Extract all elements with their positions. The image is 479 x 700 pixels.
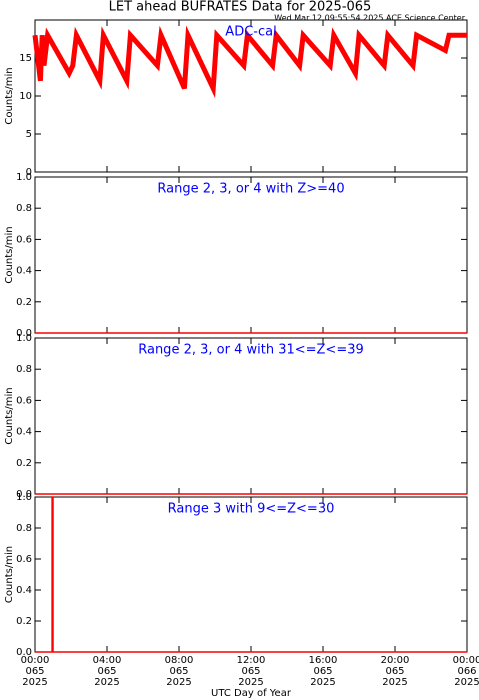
x-tick-label: 065 xyxy=(313,666,332,677)
x-tick-label: 04:00 xyxy=(93,655,122,666)
x-axis-label: UTC Day of Year xyxy=(211,688,292,699)
y-tick-label: 0.6 xyxy=(16,234,32,245)
x-tick-label: 2025 xyxy=(382,677,407,688)
annotation: Range 2, 3, or 4 with 31<=Z<=39 xyxy=(138,343,364,358)
y-tick-label: 1.0 xyxy=(16,172,32,183)
y-tick-label: 0.4 xyxy=(16,427,32,438)
annotation: Range 3 with 9<=Z<=30 xyxy=(168,502,335,517)
y-tick-label: 0.0 xyxy=(16,647,32,658)
y-tick-label: 0.2 xyxy=(16,297,32,308)
y-tick-label: 0.8 xyxy=(16,523,32,534)
y-tick-label: 0.4 xyxy=(16,266,32,277)
plot-frame xyxy=(34,176,468,334)
x-tick-label: 00:00 xyxy=(453,655,479,666)
x-tick-label: 066 xyxy=(457,666,476,677)
x-tick-label: 2025 xyxy=(94,677,119,688)
y-tick-label: 0.2 xyxy=(16,616,32,627)
y-axis-label: Counts/min xyxy=(4,226,15,283)
x-tick-label: 20:00 xyxy=(381,655,410,666)
x-tick-label: 065 xyxy=(169,666,188,677)
y-axis-label: Counts/min xyxy=(4,67,15,124)
y-tick-label: 0.6 xyxy=(16,395,32,406)
x-tick-label: 2025 xyxy=(22,677,47,688)
x-tick-label: 065 xyxy=(385,666,404,677)
y-tick-label: 0 xyxy=(26,167,32,178)
y-tick-label: 0.0 xyxy=(16,328,32,339)
x-tick-label: 065 xyxy=(241,666,260,677)
y-tick-label: 0.8 xyxy=(16,203,32,214)
y-tick-label: 0.4 xyxy=(16,585,32,596)
x-tick-label: 2025 xyxy=(310,677,335,688)
data-line xyxy=(35,496,467,653)
plot-frame xyxy=(34,337,468,495)
y-tick-label: 0.6 xyxy=(16,554,32,565)
y-tick-label: 5 xyxy=(26,129,32,140)
y-tick-label: 10 xyxy=(19,91,32,102)
x-tick-label: 00:00 xyxy=(21,655,50,666)
x-tick-label: 16:00 xyxy=(309,655,338,666)
y-axis-label: Counts/min xyxy=(4,387,15,444)
y-tick-label: 0.0 xyxy=(16,489,32,500)
y-tick-label: 1.0 xyxy=(16,333,32,344)
x-tick-label: 065 xyxy=(97,666,116,677)
y-tick-label: 1.0 xyxy=(16,492,32,503)
y-tick-label: 0.8 xyxy=(16,364,32,375)
x-tick-label: 08:00 xyxy=(165,655,194,666)
x-tick-label: 2025 xyxy=(454,677,479,688)
annotation: Range 2, 3, or 4 with Z>=40 xyxy=(157,182,344,197)
y-tick-label: 15 xyxy=(19,53,32,64)
chart-subtitle: Wed Mar 12 09:55:54 2025 ACE Science Cen… xyxy=(274,14,465,23)
annotation: ADC-cal xyxy=(225,25,276,40)
plot-frame xyxy=(34,496,468,653)
x-tick-label: 065 xyxy=(25,666,44,677)
x-tick-label: 12:00 xyxy=(237,655,266,666)
y-tick-label: 0.2 xyxy=(16,458,32,469)
y-axis-label: Counts/min xyxy=(4,546,15,603)
data-line xyxy=(32,25,467,99)
x-tick-label: 2025 xyxy=(238,677,263,688)
x-tick-label: 2025 xyxy=(166,677,191,688)
chart-title: LET ahead BUFRATES Data for 2025-065 xyxy=(109,0,372,15)
